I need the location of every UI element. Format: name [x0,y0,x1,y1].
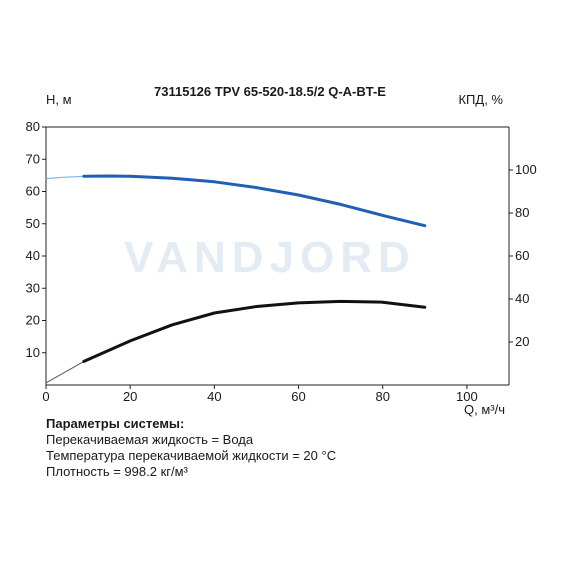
y-left-axis-label: H, м [46,92,72,107]
x-tick-label: 20 [123,389,137,404]
y-right-tick-label: 80 [515,205,529,220]
head-curve-line [82,174,427,228]
watermark-text: VANDJORD [124,233,416,282]
y-right-tick-label: 60 [515,248,529,263]
x-tick-label: 60 [291,389,305,404]
x-axis-label: Q, м³/ч [464,402,505,417]
y-left-tick-label: 60 [26,184,40,199]
efficiency-curve-line [82,299,427,363]
y-left-tick-label: 40 [26,248,40,263]
chart-title: 73115126 TPV 65-520-18.5/2 Q-A-BT-E [154,84,386,99]
y-left-tick-label: 10 [26,345,40,360]
head-curve-extension [45,175,84,180]
x-tick-label: 80 [375,389,389,404]
y-right-tick-label: 20 [515,334,529,349]
y-left-tick-label: 80 [26,119,40,134]
param-liquid: Перекачиваемая жидкость = Вода [46,432,254,447]
y-left-tick-label: 50 [26,216,40,231]
param-temperature: Температура перекачиваемой жидкости = 20… [46,448,337,463]
y-left-tick-label: 20 [26,313,40,328]
x-tick-label: 0 [42,389,49,404]
system-parameters: Параметры системы: Перекачиваемая жидкос… [46,416,336,480]
system-parameters-title: Параметры системы: [46,416,185,431]
y-right-tick-label: 100 [515,162,537,177]
x-tick-label: 40 [207,389,221,404]
y-left-tick-label: 30 [26,280,40,295]
y-right-axis-label: КПД, % [458,92,503,107]
watermark-logo: VANDJORD [124,233,416,282]
param-density: Плотность = 998.2 кг/м³ [46,464,188,479]
x-tick-label: 100 [456,389,478,404]
y-left-tick-label: 70 [26,151,40,166]
y-right-tick-label: 40 [515,291,529,306]
efficiency-curve-extension [45,360,85,384]
